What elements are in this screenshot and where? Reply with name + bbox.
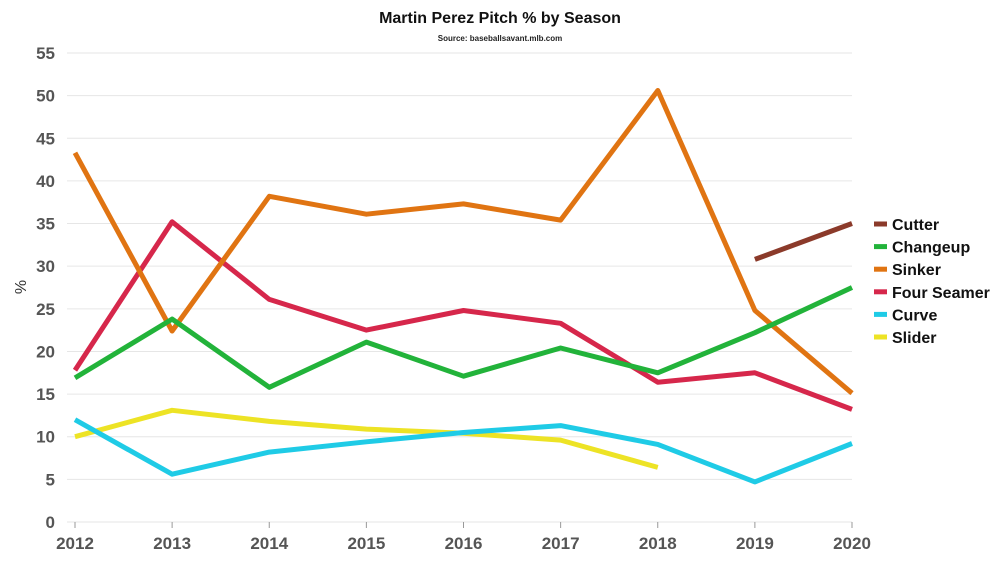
series-line-changeup [73, 285, 854, 390]
y-tick-label: 45 [36, 129, 55, 148]
y-axis-label: % [13, 280, 30, 294]
y-tick-label: 30 [36, 257, 55, 276]
y-tick-label: 20 [36, 342, 55, 361]
gridlines [67, 52, 852, 523]
y-tick-label: 15 [36, 385, 55, 404]
series-line-sinker [72, 88, 854, 396]
series-line-cutter [754, 221, 853, 262]
legend: Cutter Changeup Sinker Four Seamer Curve Slid… [874, 217, 990, 347]
x-tick-label: 2016 [445, 534, 483, 553]
y-tick-label: 25 [36, 300, 55, 319]
legend-label-four-seamer: Four Seamer [892, 285, 990, 302]
x-tick-label: 2015 [347, 534, 385, 553]
series-line-curve [73, 417, 853, 485]
x-tick-label: 2019 [736, 534, 774, 553]
x-axis-ticks: 2012 2013 2014 2015 2016 2017 2018 2019 2020 [56, 522, 871, 553]
legend-label-sinker: Sinker [892, 262, 941, 279]
legend-label-slider: Slider [892, 330, 936, 347]
series-line-slider [74, 407, 659, 470]
y-tick-label: 50 [36, 87, 55, 106]
x-tick-label: 2012 [56, 534, 94, 553]
y-tick-label: 0 [46, 513, 55, 532]
chart-subtitle: Source: baseballsavant.mlb.com [438, 34, 563, 43]
x-tick-label: 2018 [639, 534, 677, 553]
y-tick-label: 35 [36, 215, 55, 234]
y-axis-ticks: 0 5 10 15 20 25 30 35 40 45 50 55 [36, 44, 55, 532]
x-tick-label: 2014 [250, 534, 288, 553]
x-tick-label: 2017 [542, 534, 580, 553]
x-tick-label: 2013 [153, 534, 191, 553]
series-line-four-seamer [72, 219, 853, 412]
legend-label-changeup: Changeup [892, 240, 970, 257]
y-tick-label: 40 [36, 172, 55, 191]
legend-label-curve: Curve [892, 307, 937, 324]
legend-label-cutter: Cutter [892, 217, 939, 234]
series-lines [72, 88, 854, 485]
y-tick-label: 55 [36, 44, 55, 63]
y-tick-label: 5 [46, 470, 55, 489]
chart-title: Martin Perez Pitch % by Season [379, 10, 621, 27]
y-tick-label: 10 [36, 428, 55, 447]
x-tick-label: 2020 [833, 534, 871, 553]
